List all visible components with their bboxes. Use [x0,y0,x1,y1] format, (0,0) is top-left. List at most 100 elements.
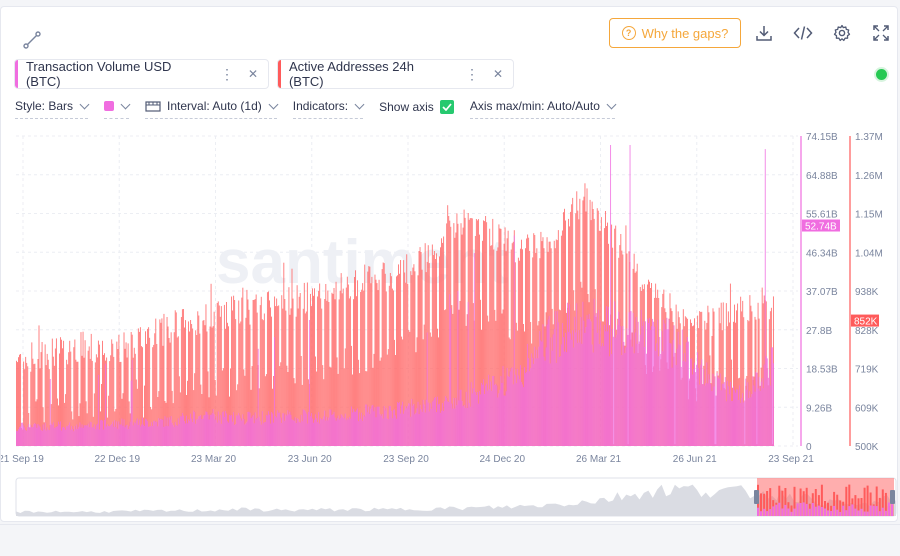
bar [359,412,361,446]
bar [433,398,435,446]
bar [293,420,295,446]
bar [189,420,191,446]
bar [252,415,254,446]
bar [121,418,123,446]
bar [623,341,625,446]
bar [191,418,193,446]
bar [664,323,666,446]
bar [185,320,186,446]
bar [353,408,354,446]
interval-select[interactable]: Interval: Auto (1d) [145,97,279,119]
bar [733,386,734,446]
indicators-select[interactable]: Indicators: [292,97,365,119]
bar [400,413,402,446]
fullscreen-icon[interactable] [868,20,894,46]
bar [431,401,433,446]
y-tick-label: 0 [806,442,812,453]
bar [399,273,401,446]
color-select[interactable] [104,97,131,119]
bar [73,431,75,446]
bar [349,418,351,446]
bar [31,342,33,446]
bar [668,319,670,446]
bar [408,330,410,446]
bar [553,329,555,446]
bar [425,399,427,446]
bar [749,391,751,446]
line-draw-icon[interactable] [19,27,45,53]
metric-chip-active-addresses[interactable]: Active Addresses 24h (BTC) ⋮ ✕ [277,59,514,89]
bar [463,404,465,446]
bar [477,219,479,446]
bar [126,424,128,446]
bar [73,347,75,446]
navigator-bar [766,511,769,516]
bar [218,420,220,446]
bar [516,368,518,446]
bar [62,427,64,446]
bar [500,228,502,446]
navigator-bar [802,502,805,516]
bar [332,293,334,446]
bar [47,359,49,446]
metric-chip-transaction-volume[interactable]: Transaction Volume USD (BTC) ⋮ ✕ [14,59,269,89]
bar [467,302,469,446]
navigator-bar [790,511,793,516]
style-select[interactable]: Style: Bars [15,97,90,119]
bar [300,414,302,446]
bar [522,384,523,446]
bar [60,421,61,446]
bar [529,250,531,446]
gear-icon[interactable] [829,20,855,46]
bar [729,381,731,446]
bar [507,376,509,446]
bar [279,412,281,446]
bar [368,266,370,446]
why-gaps-button[interactable]: ? Why the gaps? [609,18,741,48]
chart-toolbar: ? Why the gaps? [1,7,899,59]
bar [237,415,239,446]
close-icon[interactable]: ✕ [492,67,503,81]
embed-code-icon[interactable] [790,20,816,46]
bar [673,325,675,446]
more-options-icon[interactable]: ⋮ [219,65,234,82]
download-icon[interactable] [751,20,777,46]
bar [348,298,350,446]
bar [447,205,449,446]
calendar-icon [145,101,161,112]
bar [515,383,517,446]
close-icon[interactable]: ✕ [247,67,258,81]
bar [487,315,489,446]
bar [441,410,443,446]
bar [239,323,241,446]
navigator-bar [820,484,823,516]
bar [170,416,172,446]
bar [442,242,444,446]
bar [80,332,82,446]
bar [755,371,757,446]
bar [499,389,501,446]
bar [611,224,613,446]
bar [127,343,129,446]
bar [154,333,156,446]
bar [480,299,481,446]
bar [118,421,120,446]
bar [423,324,425,446]
more-options-icon[interactable]: ⋮ [464,65,479,82]
bar [269,300,270,446]
bar [155,421,157,446]
bar [96,423,98,446]
show-axis-toggle[interactable]: Show axis [379,98,454,119]
bar [639,334,641,446]
bar [218,305,220,446]
checkbox-checked-icon[interactable] [439,99,454,114]
axis-minmax-select[interactable]: Axis max/min: Auto/Auto [469,97,617,119]
bar [168,338,170,446]
bar [748,321,750,446]
bar [681,329,683,446]
bar [572,330,574,446]
bar [334,417,336,446]
bar [85,425,87,446]
bar [107,424,109,446]
